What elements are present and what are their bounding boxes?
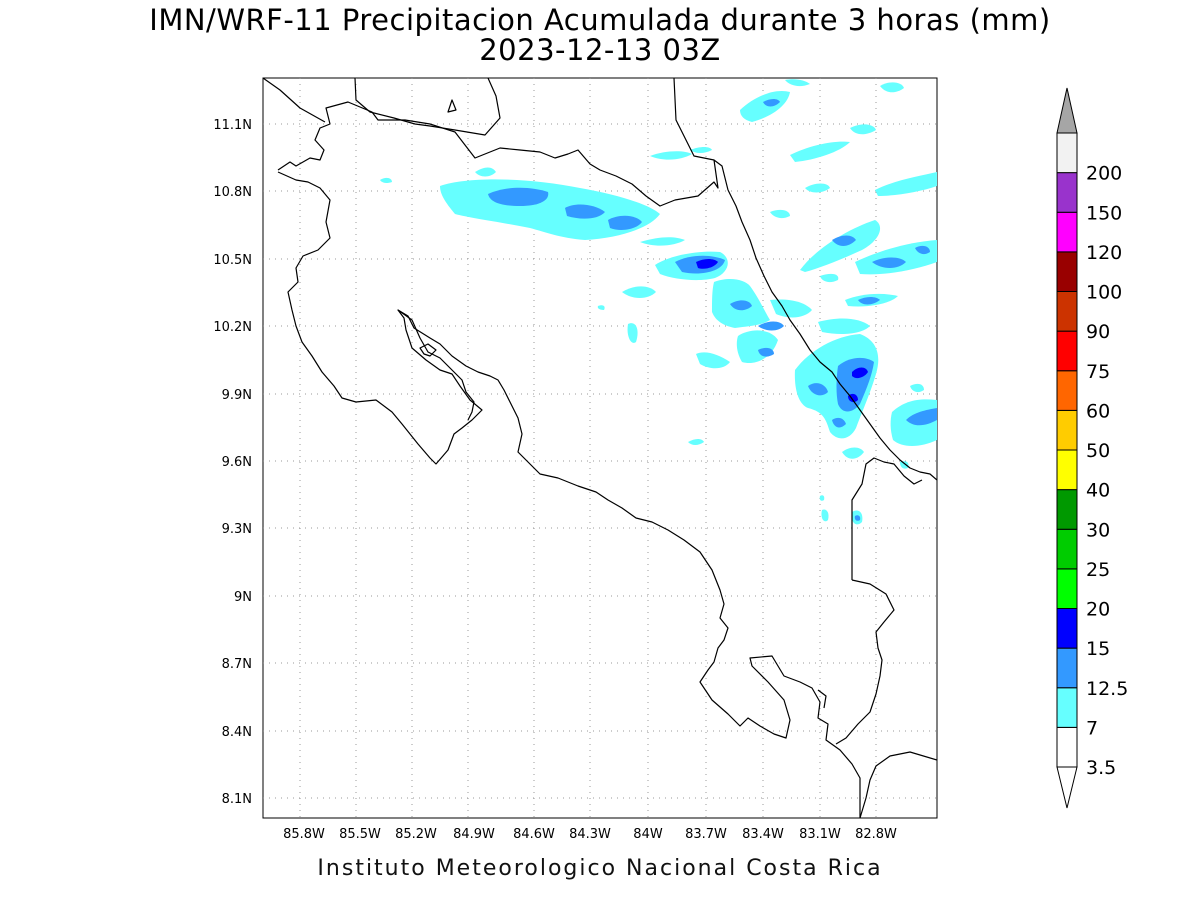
legend-label: 25 (1086, 559, 1110, 581)
lat-label: 9.3N (222, 522, 252, 537)
lon-label: 85.5W (339, 827, 381, 842)
lon-label: 84W (633, 827, 663, 842)
footer-credit: Instituto Meteorologico Nacional Costa R… (317, 856, 883, 881)
lon-label: 85.2W (395, 827, 437, 842)
legend-color-box (1056, 132, 1078, 174)
lat-label: 11.1N (213, 118, 252, 133)
lat-label: 10.2N (213, 320, 252, 335)
legend-label: 3.5 (1086, 757, 1116, 779)
lat-label: 8.1N (222, 792, 252, 807)
lat-label: 9.6N (222, 455, 252, 470)
lon-label: 82.8W (855, 827, 897, 842)
longitude-labels: 85.8W 85.5W 85.2W 84.9W 84.6W 84.3W 84W … (283, 827, 897, 842)
map-datetime: 2023-12-13 03Z (479, 33, 721, 67)
lon-label: 85.8W (283, 827, 325, 842)
lon-label: 83.4W (742, 827, 784, 842)
map-frame (262, 77, 938, 819)
legend-color-box (1056, 172, 1078, 213)
precipitation-fields (380, 79, 937, 525)
legend-color-box (1056, 211, 1078, 253)
legend-label: 40 (1086, 480, 1110, 502)
gridlines (263, 78, 937, 818)
color-legend: 3.5 7 12.5 15 20 25 30 40 50 60 75 90 100 120 150 200 (1056, 87, 1128, 809)
lon-label: 84.6W (513, 827, 555, 842)
legend-label: 15 (1086, 638, 1110, 660)
legend-label: 30 (1086, 519, 1110, 541)
lat-label: 8.4N (222, 725, 252, 740)
legend-label: 100 (1086, 282, 1122, 304)
legend-color-box (1056, 330, 1078, 372)
legend-label: 50 (1086, 440, 1110, 462)
legend-label: 200 (1086, 163, 1122, 185)
legend-label: 120 (1086, 242, 1122, 264)
legend-color-box (1056, 647, 1078, 689)
lat-label: 10.8N (213, 185, 252, 200)
latitude-labels: 11.1N 10.8N 10.5N 10.2N 9.9N 9.6N 9.3N 9… (213, 118, 252, 807)
lat-label: 10.5N (213, 253, 252, 268)
legend-color-box (1056, 409, 1078, 451)
legend-color-box (1056, 608, 1078, 649)
legend-label: 7 (1086, 717, 1098, 739)
legend-label: 20 (1086, 599, 1110, 621)
legend-label: 60 (1086, 400, 1110, 422)
legend-color-box (1056, 251, 1078, 292)
legend-color-box (1056, 291, 1078, 332)
lat-label: 9.9N (222, 388, 252, 403)
lon-label: 84.3W (569, 827, 611, 842)
legend-label: 150 (1086, 202, 1122, 224)
coastlines (263, 78, 937, 818)
map-title: IMN/WRF-11 Precipitacion Acumulada duran… (149, 3, 1051, 37)
lon-label: 83.1W (799, 827, 841, 842)
legend-color-box (1056, 726, 1078, 768)
legend-cap-top (1056, 87, 1078, 134)
legend-color-box (1056, 370, 1078, 411)
legend-color-box (1056, 489, 1078, 530)
legend-cap-bottom (1056, 766, 1078, 809)
legend-color-box (1056, 449, 1078, 491)
lat-label: 9N (234, 590, 252, 605)
legend-color-box (1056, 568, 1078, 609)
legend-color-box (1056, 528, 1078, 570)
legend-color-box (1056, 687, 1078, 728)
legend-label: 90 (1086, 321, 1110, 343)
precip-heavy (696, 259, 868, 403)
legend-label: 75 (1086, 361, 1110, 383)
lat-label: 8.7N (222, 657, 252, 672)
lon-label: 84.9W (453, 827, 495, 842)
lon-label: 83.7W (685, 827, 727, 842)
legend-label: 12.5 (1086, 678, 1128, 700)
